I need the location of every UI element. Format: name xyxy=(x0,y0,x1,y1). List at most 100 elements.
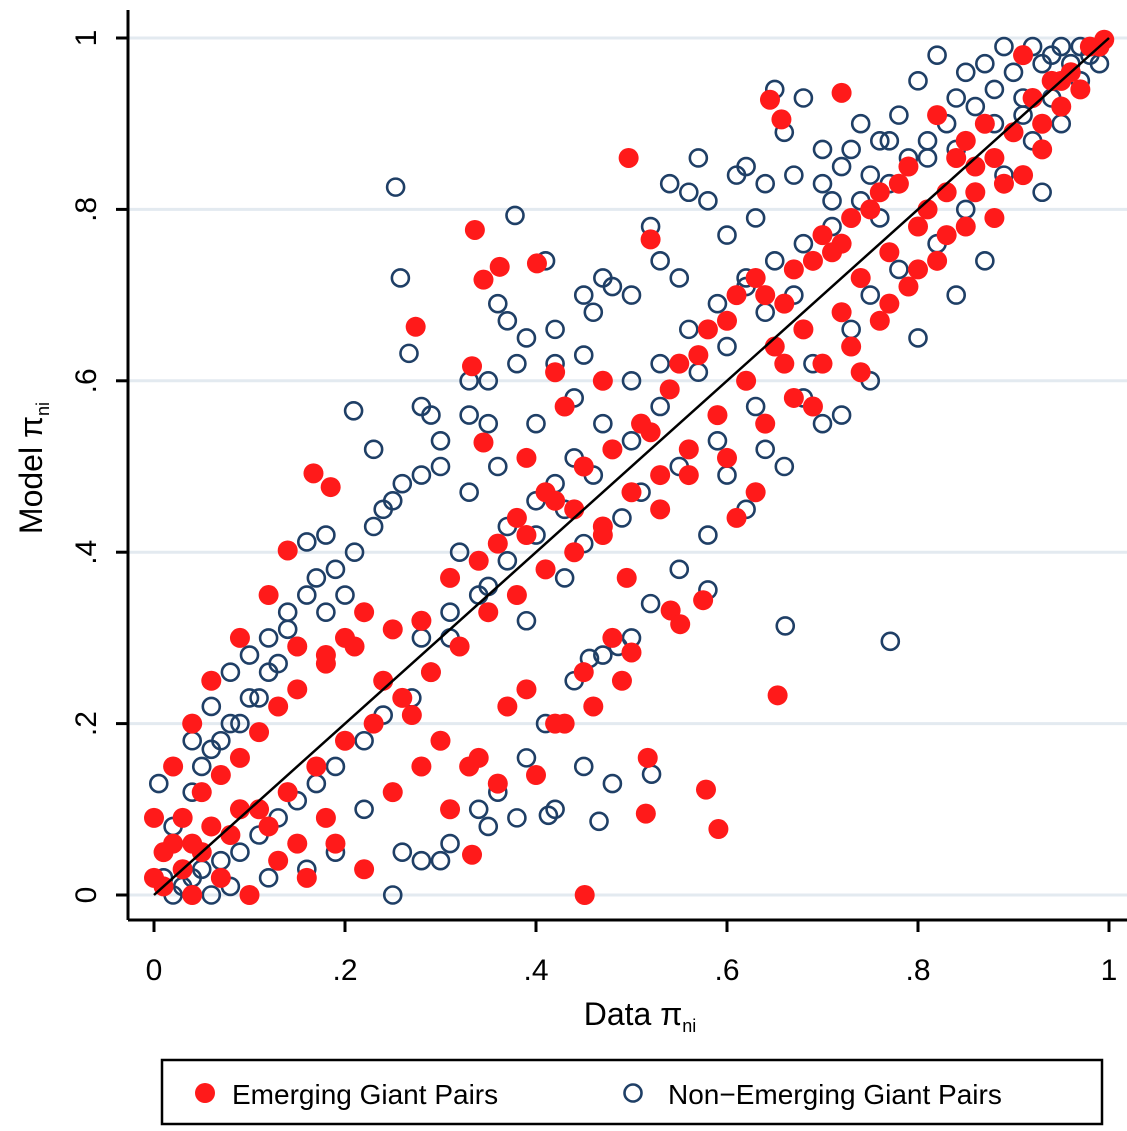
data-point-non-emerging xyxy=(669,268,690,288)
data-point-non-emerging xyxy=(889,105,909,125)
data-point-non-emerging xyxy=(343,400,364,421)
data-point-emerging xyxy=(210,867,231,888)
data-point-emerging xyxy=(315,807,336,828)
data-point-emerging xyxy=(363,713,384,734)
data-point-non-emerging xyxy=(880,631,901,652)
x-tick-label: .8 xyxy=(905,954,930,987)
data-point-emerging xyxy=(201,670,222,691)
data-point-emerging xyxy=(354,859,375,880)
data-point-emerging xyxy=(268,696,289,717)
data-point-emerging xyxy=(277,782,298,803)
data-point-emerging xyxy=(831,82,852,103)
data-point-emerging xyxy=(955,216,976,237)
data-point-emerging xyxy=(592,525,613,546)
data-point-emerging xyxy=(296,867,317,888)
data-point-non-emerging xyxy=(745,208,766,228)
data-point-non-emerging xyxy=(399,343,419,364)
data-point-emerging xyxy=(774,353,795,374)
data-point-non-emerging xyxy=(641,764,662,784)
y-tick-label: .4 xyxy=(70,540,103,565)
data-point-emerging xyxy=(574,885,595,905)
data-point-non-emerging xyxy=(148,773,169,794)
data-point-emerging xyxy=(335,627,355,648)
data-point-emerging xyxy=(449,636,470,657)
data-point-emerging xyxy=(650,499,671,520)
data-point-non-emerging xyxy=(994,36,1014,57)
data-point-non-emerging xyxy=(650,251,670,271)
data-point-emerging xyxy=(325,833,346,854)
data-point-non-emerging xyxy=(363,439,384,460)
data-point-emerging xyxy=(354,602,375,623)
data-point-emerging xyxy=(974,113,995,134)
data-point-emerging xyxy=(697,319,718,340)
data-point-non-emerging xyxy=(583,302,604,323)
data-point-non-emerging xyxy=(841,319,861,340)
data-point-emerging xyxy=(182,713,203,734)
data-point-emerging xyxy=(812,353,833,374)
data-point-emerging xyxy=(831,302,852,323)
data-point-non-emerging xyxy=(879,131,900,151)
data-point-emerging xyxy=(726,285,747,306)
data-point-emerging xyxy=(153,842,174,863)
data-point-emerging xyxy=(908,216,928,237)
y-tick-label: .8 xyxy=(70,197,103,222)
data-point-non-emerging xyxy=(505,205,525,226)
data-point-emerging xyxy=(516,679,537,700)
data-point-non-emerging xyxy=(831,405,852,425)
data-point-non-emerging xyxy=(325,756,346,777)
data-points xyxy=(144,29,1115,905)
data-point-non-emerging xyxy=(736,156,756,177)
data-point-emerging xyxy=(405,316,426,337)
data-point-non-emerging xyxy=(717,225,737,245)
data-point-emerging xyxy=(860,199,881,220)
data-point-emerging xyxy=(506,507,527,528)
data-point-non-emerging xyxy=(955,62,976,83)
data-point-emerging xyxy=(506,585,527,606)
data-point-emerging xyxy=(303,463,324,484)
data-point-emerging xyxy=(1051,96,1072,117)
data-point-non-emerging xyxy=(717,336,737,357)
data-point-emerging xyxy=(745,267,766,288)
data-point-non-emerging xyxy=(784,165,804,185)
data-point-emerging xyxy=(420,662,441,683)
data-point-non-emerging xyxy=(755,173,776,194)
data-point-non-emerging xyxy=(211,730,231,751)
data-point-non-emerging xyxy=(946,285,967,305)
data-point-emerging xyxy=(411,756,432,777)
data-point-non-emerging xyxy=(774,456,795,477)
data-point-emerging xyxy=(936,225,957,246)
data-point-emerging xyxy=(516,447,537,468)
data-point-non-emerging xyxy=(487,293,508,314)
data-point-non-emerging xyxy=(612,508,632,528)
data-point-emerging xyxy=(478,602,499,623)
data-point-non-emerging xyxy=(478,816,499,837)
data-point-non-emerging xyxy=(650,353,670,374)
data-point-emerging xyxy=(812,225,833,246)
data-point-non-emerging xyxy=(745,396,766,417)
data-point-emerging xyxy=(771,109,792,130)
data-point-non-emerging xyxy=(507,808,527,828)
data-point-emerging xyxy=(526,253,547,274)
data-point-emerging xyxy=(1032,139,1053,160)
data-point-non-emerging xyxy=(589,811,609,832)
data-point-emerging xyxy=(526,765,546,786)
data-point-emerging xyxy=(717,310,737,331)
data-point-non-emerging xyxy=(755,302,776,323)
data-point-emerging xyxy=(473,432,494,453)
data-point-emerging xyxy=(736,370,757,391)
data-point-emerging xyxy=(879,293,900,314)
y-tick-label: 0 xyxy=(70,887,103,904)
data-point-emerging xyxy=(669,353,690,374)
data-point-emerging xyxy=(755,413,776,434)
data-point-emerging xyxy=(670,614,691,635)
data-point-emerging xyxy=(602,439,623,460)
data-point-non-emerging xyxy=(573,285,594,305)
data-point-non-emerging xyxy=(296,585,317,605)
x-tick-label: .2 xyxy=(332,954,357,987)
y-tick-label: .2 xyxy=(70,711,103,736)
data-point-emerging xyxy=(774,293,795,314)
data-point-non-emerging xyxy=(850,113,871,134)
data-point-emerging xyxy=(258,585,279,606)
data-point-non-emerging xyxy=(812,139,833,160)
data-point-non-emerging xyxy=(593,645,613,665)
